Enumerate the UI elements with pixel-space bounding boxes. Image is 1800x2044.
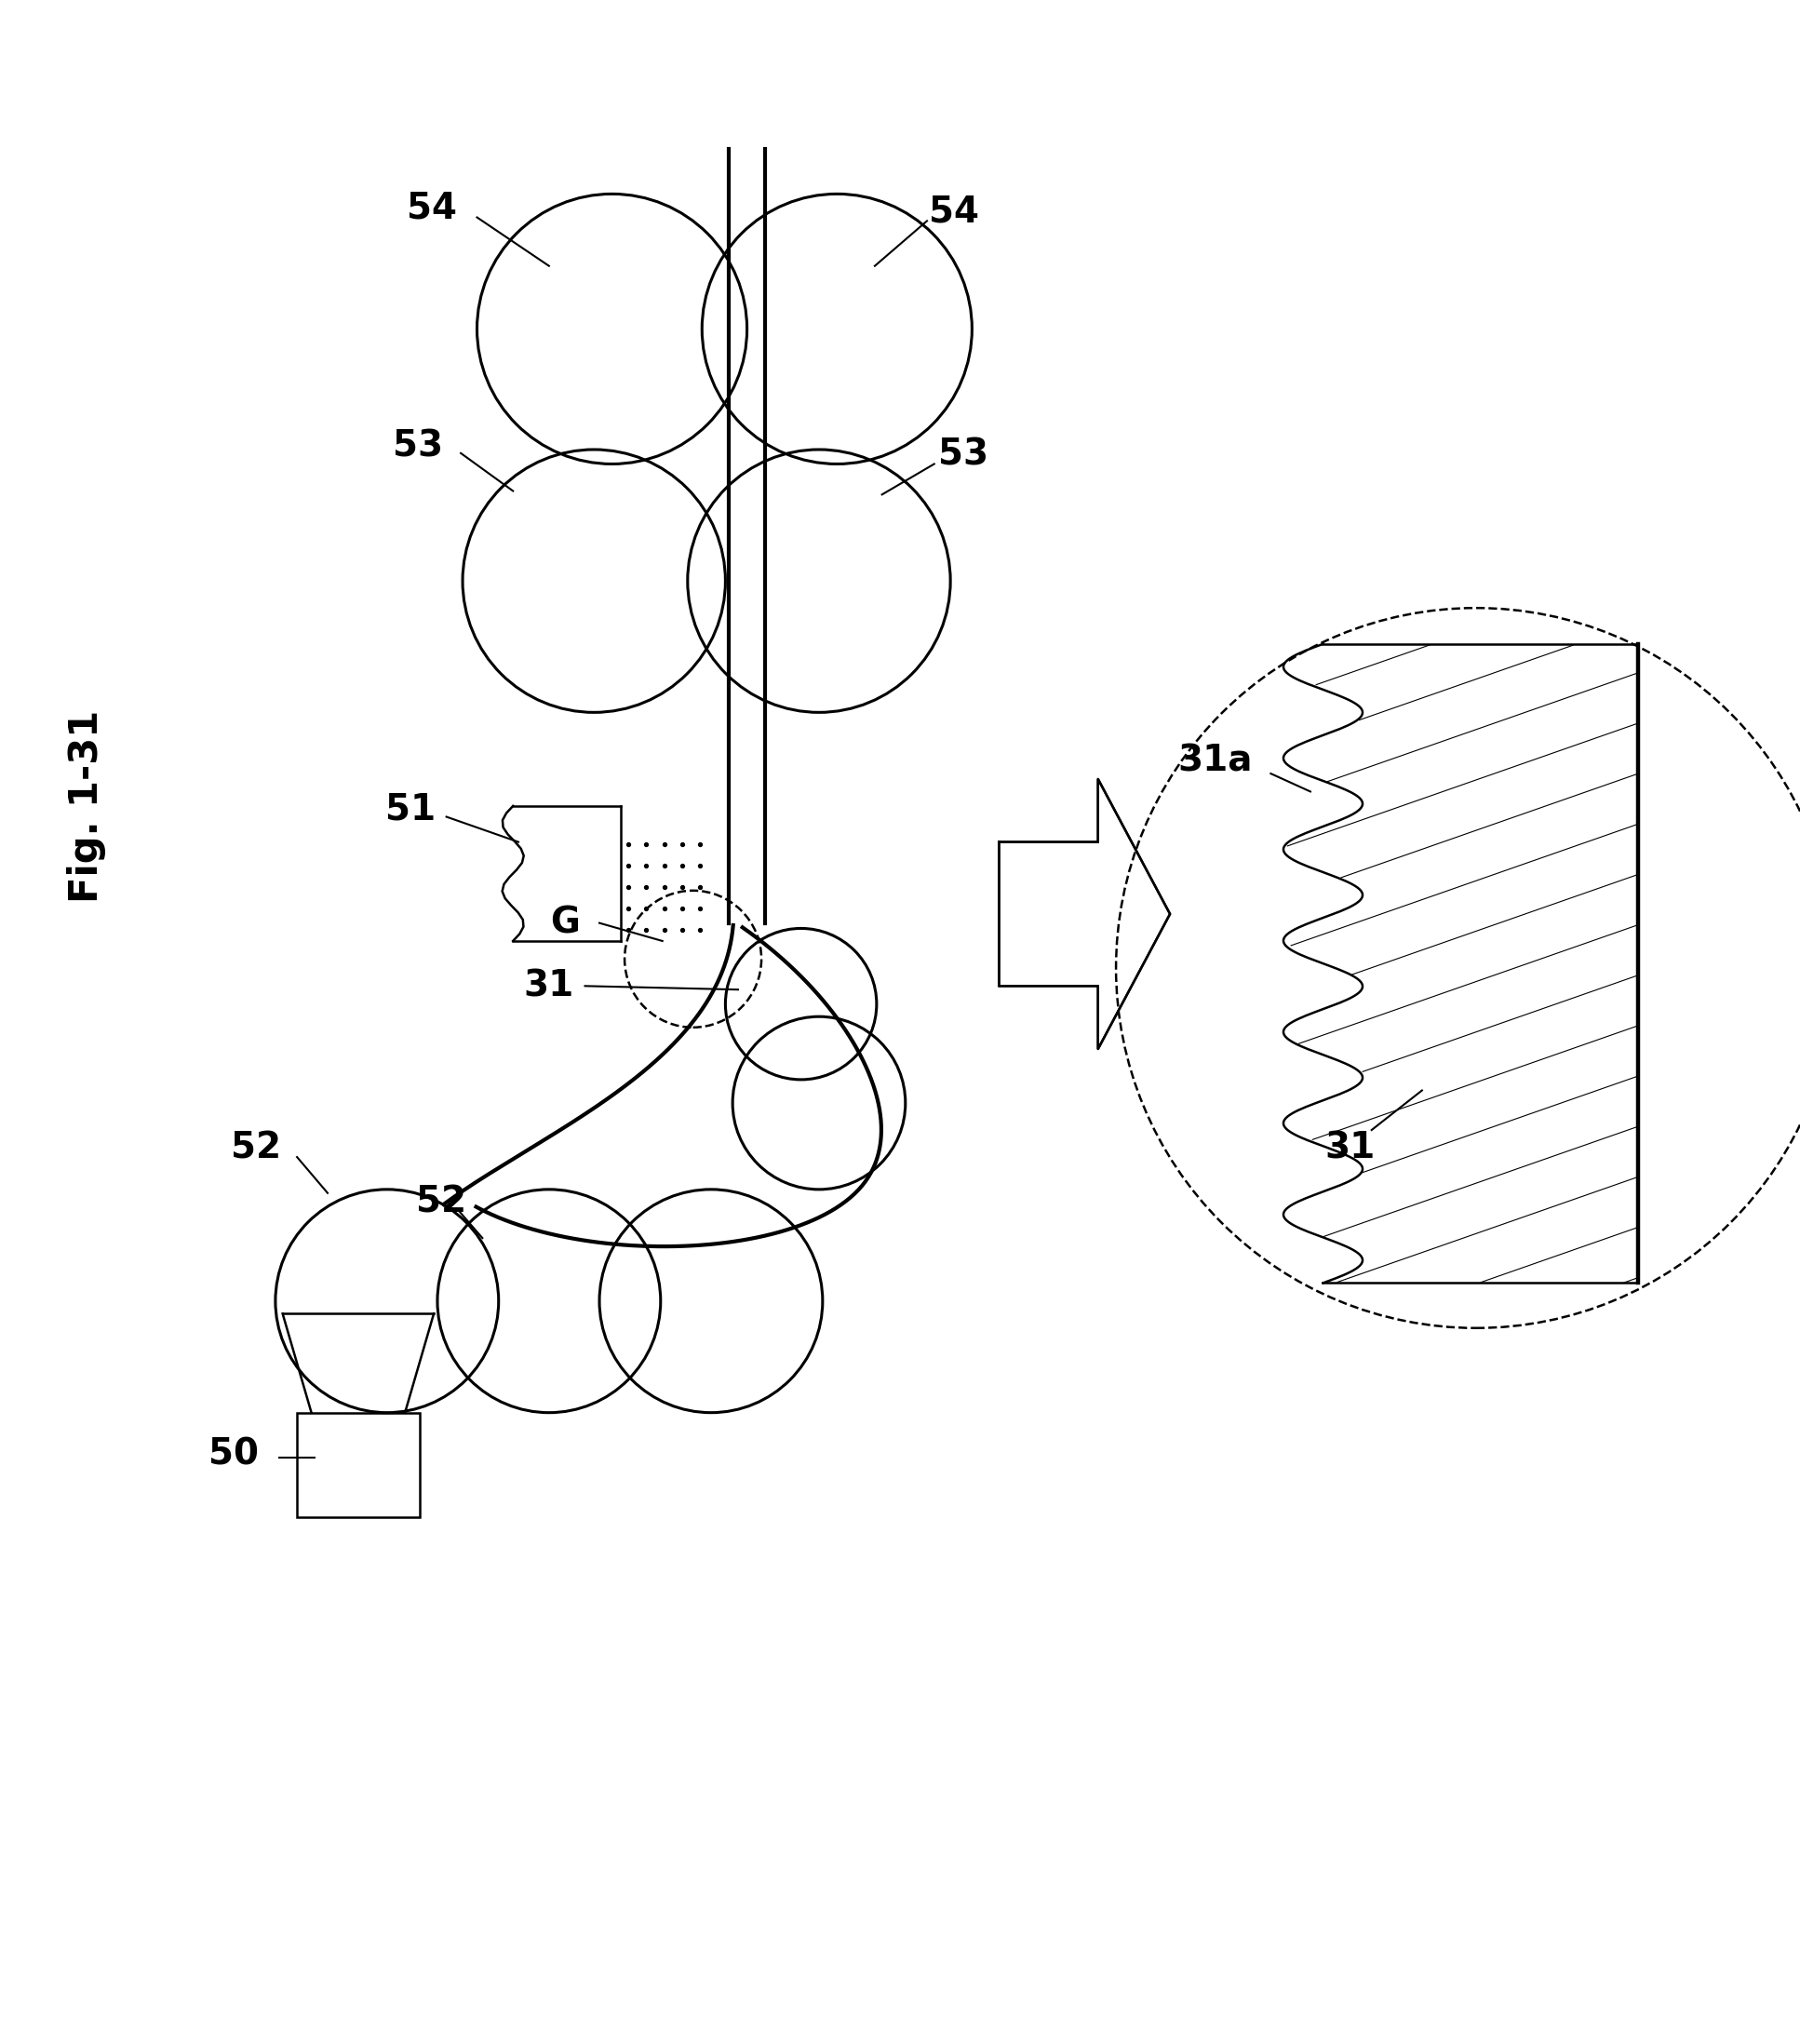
Text: 52: 52 [416, 1183, 466, 1220]
Text: 54: 54 [407, 190, 457, 227]
Polygon shape [999, 779, 1170, 1049]
Text: 31: 31 [524, 969, 574, 1004]
Text: 31a: 31a [1177, 744, 1253, 779]
Text: 50: 50 [209, 1437, 259, 1472]
Text: 54: 54 [929, 194, 979, 229]
Text: G: G [551, 905, 580, 940]
Text: 53: 53 [392, 429, 443, 464]
Text: 53: 53 [938, 437, 988, 472]
Bar [297, 1412, 419, 1517]
Text: 31: 31 [1325, 1130, 1375, 1165]
Text: 52: 52 [230, 1130, 281, 1165]
Text: Fig. 1-31: Fig. 1-31 [67, 709, 106, 903]
Text: 51: 51 [385, 791, 436, 828]
